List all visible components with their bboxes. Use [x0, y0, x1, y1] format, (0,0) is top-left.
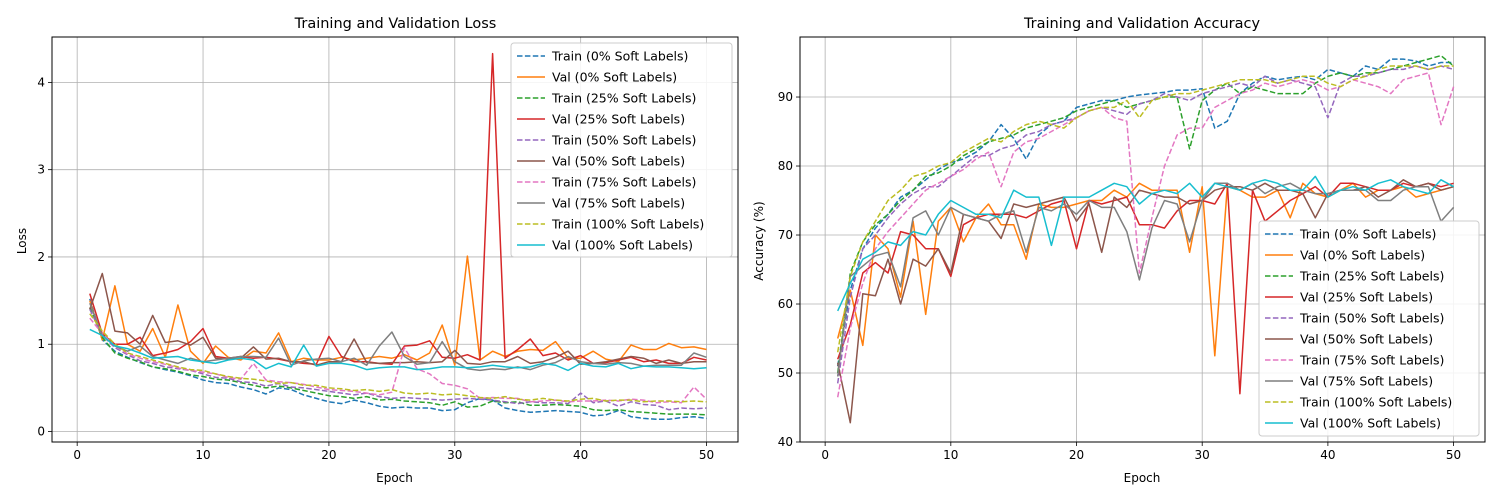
legend-label: Train (50% Soft Labels) — [1299, 311, 1444, 326]
y-tick-label: 4 — [37, 75, 45, 89]
loss-chart-title: Training and Validation Loss — [294, 16, 497, 32]
accuracy-chart-series — [836, 54, 1455, 424]
accuracy-chart-legend: Train (0% Soft Labels) Val (0% Soft Label… — [1258, 220, 1480, 437]
x-tick-label: 40 — [1320, 448, 1335, 462]
legend-label: Val (50% Soft Labels) — [552, 154, 685, 169]
series-line — [89, 313, 707, 403]
series-line — [836, 65, 1454, 353]
loss-chart-xlabel: Epoch — [376, 471, 413, 485]
legend-label: Val (25% Soft Labels) — [1300, 290, 1433, 305]
loss-chart: Training and Validation Loss Epoch Loss … — [15, 16, 739, 485]
loss-chart-legend: Train (0% Soft Labels) Val (0% Soft Label… — [510, 42, 733, 258]
x-tick-label: 30 — [447, 448, 462, 462]
x-tick-label: 50 — [1446, 448, 1461, 462]
legend-label: Train (100% Soft Labels) — [551, 217, 704, 232]
x-tick-label: 20 — [1069, 448, 1084, 462]
legend-label: Val (100% Soft Labels) — [1300, 416, 1441, 431]
x-tick-label: 10 — [195, 448, 210, 462]
y-tick-label: 70 — [778, 228, 793, 242]
x-tick-label: 0 — [73, 448, 81, 462]
series-line — [836, 65, 1454, 384]
legend-label: Val (0% Soft Labels) — [1300, 248, 1425, 263]
y-tick-label: 2 — [37, 250, 45, 264]
x-tick-label: 20 — [321, 448, 336, 462]
y-tick-label: 90 — [778, 90, 793, 104]
x-tick-label: 50 — [699, 448, 714, 462]
series-line — [836, 182, 1455, 377]
loss-chart-series — [89, 52, 708, 421]
accuracy-chart-ylabel: Accuracy (%) — [752, 201, 766, 280]
legend-label: Train (50% Soft Labels) — [551, 133, 696, 148]
legend-label: Train (25% Soft Labels) — [1299, 269, 1444, 284]
series-line — [89, 307, 707, 416]
loss-chart-ylabel: Loss — [15, 228, 29, 254]
legend-label: Val (75% Soft Labels) — [552, 196, 685, 211]
legend-label: Val (75% Soft Labels) — [1300, 374, 1433, 389]
legend-label: Train (75% Soft Labels) — [1299, 353, 1444, 368]
series-line — [836, 182, 1454, 357]
accuracy-chart-xlabel: Epoch — [1124, 471, 1161, 485]
series-line — [836, 58, 1454, 367]
loss-chart-frame — [51, 36, 739, 443]
accuracy-chart: Training and Validation Accuracy Epoch A… — [752, 16, 1486, 485]
series-line — [836, 72, 1455, 398]
y-tick-label: 80 — [778, 159, 793, 173]
x-tick-label: 0 — [821, 448, 829, 462]
y-tick-label: 0 — [37, 425, 45, 439]
legend-label: Val (100% Soft Labels) — [552, 238, 693, 253]
legend-label: Val (0% Soft Labels) — [552, 70, 677, 85]
legend-box — [1258, 220, 1480, 437]
legend-label: Train (0% Soft Labels) — [551, 49, 688, 64]
legend-label: Val (50% Soft Labels) — [1300, 332, 1433, 347]
legend-box — [510, 42, 733, 258]
series-line — [837, 175, 1454, 312]
y-tick-label: 1 — [37, 337, 45, 351]
loss-chart-ticks: 0 10 20 30 40 50 0 1 2 3 4 — [37, 75, 714, 462]
accuracy-chart-title: Training and Validation Accuracy — [1023, 16, 1261, 32]
y-tick-label: 60 — [778, 297, 793, 311]
series-line — [89, 328, 707, 372]
legend-label: Train (25% Soft Labels) — [551, 91, 696, 106]
x-tick-label: 30 — [1195, 448, 1210, 462]
accuracy-chart-frame — [799, 36, 1486, 443]
legend-label: Train (0% Soft Labels) — [1299, 227, 1436, 242]
y-tick-label: 40 — [778, 435, 793, 449]
legend-label: Val (25% Soft Labels) — [552, 112, 685, 127]
series-line — [89, 272, 707, 366]
legend-label: Train (100% Soft Labels) — [1299, 395, 1452, 410]
legend-label: Train (75% Soft Labels) — [551, 175, 696, 190]
x-tick-label: 40 — [573, 448, 588, 462]
series-line — [836, 54, 1455, 374]
accuracy-chart-ticks: 0 10 20 30 40 50 40 50 60 70 80 90 — [778, 90, 1461, 462]
series-line — [89, 302, 707, 372]
y-tick-label: 3 — [37, 163, 45, 177]
x-tick-label: 10 — [943, 448, 958, 462]
y-tick-label: 50 — [778, 366, 793, 380]
